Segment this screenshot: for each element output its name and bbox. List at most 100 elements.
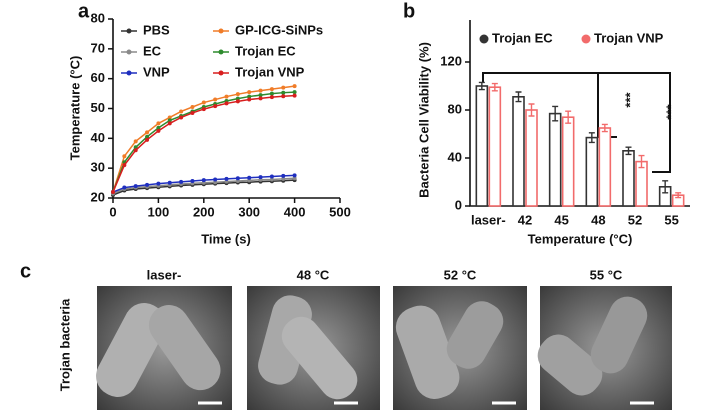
y-axis-title: Bacteria Cell Viability (%) (416, 42, 431, 198)
panel-letter: a (78, 0, 90, 22)
point (156, 125, 161, 130)
point (167, 121, 172, 126)
point (247, 90, 252, 95)
x-tick-label: 42 (518, 212, 532, 227)
point (292, 84, 297, 89)
point (133, 148, 138, 153)
bar (585, 136, 599, 207)
point (224, 94, 229, 99)
error-bar (638, 154, 645, 169)
point (145, 130, 150, 135)
point (224, 176, 229, 181)
legend-marker (126, 28, 132, 34)
point (292, 90, 297, 95)
point (201, 100, 206, 105)
point (133, 184, 138, 189)
bar (488, 86, 502, 207)
bar (512, 96, 525, 207)
legend-marker (218, 49, 224, 55)
point (167, 180, 172, 185)
point (145, 182, 150, 187)
image-title: 48 °C (297, 267, 330, 282)
error-bar (515, 91, 522, 103)
point (190, 110, 195, 115)
bar (622, 150, 635, 207)
point (281, 173, 286, 178)
point (269, 95, 274, 100)
error-bar (662, 180, 669, 194)
point (281, 85, 286, 90)
point (156, 121, 161, 126)
annotation: *** (663, 103, 678, 119)
legend-label: Trojan VNP (594, 30, 664, 45)
y-tick-label: 70 (91, 40, 105, 55)
point (292, 176, 297, 181)
panel-letter: b (403, 0, 415, 22)
x-tick-label: 100 (148, 204, 170, 219)
legend-label: Trojan VNP (235, 64, 305, 79)
point (167, 115, 172, 120)
x-axis-title: Temperature (°C) (528, 231, 633, 246)
point (145, 134, 150, 139)
y-tick-label: 20 (91, 189, 105, 204)
point (122, 185, 127, 190)
x-tick-label: 52 (628, 212, 642, 227)
point (235, 99, 240, 104)
error-bar (601, 123, 608, 133)
point (133, 139, 138, 144)
y-tick-label: 40 (91, 130, 105, 145)
axis (469, 20, 690, 207)
x-tick-label: 400 (284, 204, 306, 219)
error-bar (625, 146, 632, 156)
point (122, 154, 127, 159)
point (213, 177, 218, 182)
point (145, 137, 150, 142)
sem-image (96, 286, 232, 410)
x-tick-label: 45 (554, 212, 568, 227)
y-tick-label: 40 (448, 149, 462, 164)
y-tick-label: 0 (455, 197, 462, 212)
point (179, 109, 184, 114)
point (201, 107, 206, 112)
point (213, 97, 218, 102)
point (247, 94, 252, 99)
legend-marker (218, 28, 224, 34)
y-tick-label: 30 (91, 160, 105, 175)
y-tick-label: 60 (91, 70, 105, 85)
point (269, 177, 274, 182)
legend-marker (218, 70, 224, 76)
legend-label: Trojan EC (492, 30, 553, 45)
y-tick-label: 80 (91, 10, 105, 25)
point (213, 104, 218, 109)
error-bar (565, 110, 572, 124)
y-tick-label: 50 (91, 100, 105, 115)
bar (598, 127, 612, 207)
bar (548, 112, 562, 207)
bar (475, 85, 489, 207)
y-tick-label: 80 (448, 101, 462, 116)
point (179, 115, 184, 120)
x-tick-label: 55 (664, 212, 678, 227)
point (201, 178, 206, 183)
sem-image (393, 286, 527, 410)
bar (525, 109, 538, 207)
sem-image (537, 286, 672, 410)
point (224, 101, 229, 106)
point (156, 128, 161, 133)
point (258, 96, 263, 101)
legend-marker (479, 34, 489, 44)
point (247, 97, 252, 102)
image-title: 52 °C (444, 267, 477, 282)
image-title: 55 °C (590, 267, 623, 282)
point (292, 173, 297, 178)
point (122, 163, 127, 168)
point (156, 181, 161, 186)
point (235, 92, 240, 97)
error-bar (528, 103, 535, 117)
point (190, 105, 195, 110)
x-tick-label: 300 (238, 204, 260, 219)
point (258, 88, 263, 93)
point (269, 174, 274, 179)
point (292, 93, 297, 98)
x-tick-label: 48 (591, 212, 605, 227)
